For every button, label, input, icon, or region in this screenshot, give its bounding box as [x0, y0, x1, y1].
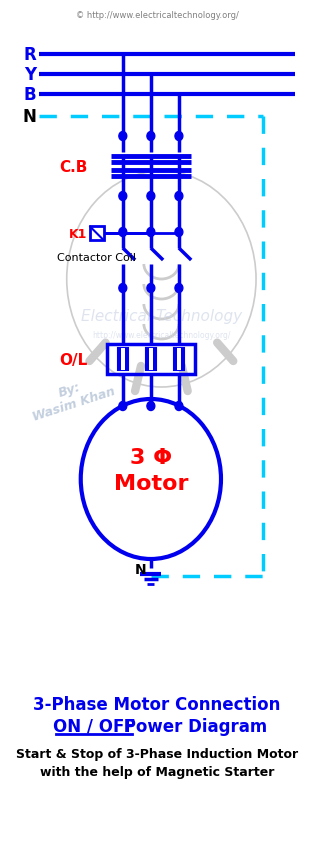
Text: ON / OFF: ON / OFF — [52, 717, 135, 735]
Text: N: N — [134, 562, 146, 576]
Bar — [121, 349, 125, 371]
Circle shape — [175, 133, 183, 141]
Bar — [174, 349, 184, 371]
Circle shape — [119, 284, 127, 293]
Text: By:
Wasim Khan: By: Wasim Khan — [27, 370, 117, 423]
Bar — [149, 349, 153, 371]
Circle shape — [175, 192, 183, 201]
Bar — [146, 349, 156, 371]
Text: 3 Φ: 3 Φ — [130, 447, 172, 468]
Circle shape — [147, 192, 155, 201]
Text: B: B — [24, 86, 36, 104]
Text: © http://www.electricaltechnology.org/: © http://www.electricaltechnology.org/ — [76, 11, 238, 20]
Text: O/L: O/L — [60, 352, 88, 367]
Circle shape — [147, 284, 155, 293]
Text: with the help of Magnetic Starter: with the help of Magnetic Starter — [40, 766, 274, 778]
Circle shape — [147, 133, 155, 141]
Circle shape — [119, 192, 127, 201]
Text: 3-Phase Motor Connection: 3-Phase Motor Connection — [33, 695, 281, 713]
Text: Motor: Motor — [114, 473, 188, 494]
Text: http://www.electricaltechnology.org/: http://www.electricaltechnology.org/ — [92, 330, 230, 339]
Text: Contactor Coil: Contactor Coil — [57, 252, 136, 262]
Text: Electrical Technology: Electrical Technology — [81, 309, 242, 324]
Text: Power Diagram: Power Diagram — [118, 717, 268, 735]
Bar — [177, 349, 181, 371]
Circle shape — [175, 284, 183, 293]
Bar — [89, 227, 104, 241]
Circle shape — [119, 402, 127, 411]
Bar — [107, 344, 195, 375]
Text: C.B: C.B — [60, 160, 88, 175]
Text: R: R — [24, 46, 36, 64]
Circle shape — [147, 228, 155, 237]
Circle shape — [147, 402, 155, 411]
Text: Start & Stop of 3-Phase Induction Motor: Start & Stop of 3-Phase Induction Motor — [16, 748, 298, 760]
Circle shape — [175, 402, 183, 411]
Text: Y: Y — [24, 66, 36, 84]
Circle shape — [119, 228, 127, 237]
Circle shape — [119, 133, 127, 141]
Text: K1: K1 — [68, 227, 87, 241]
Bar — [117, 349, 128, 371]
Text: N: N — [23, 108, 37, 126]
Circle shape — [175, 228, 183, 237]
